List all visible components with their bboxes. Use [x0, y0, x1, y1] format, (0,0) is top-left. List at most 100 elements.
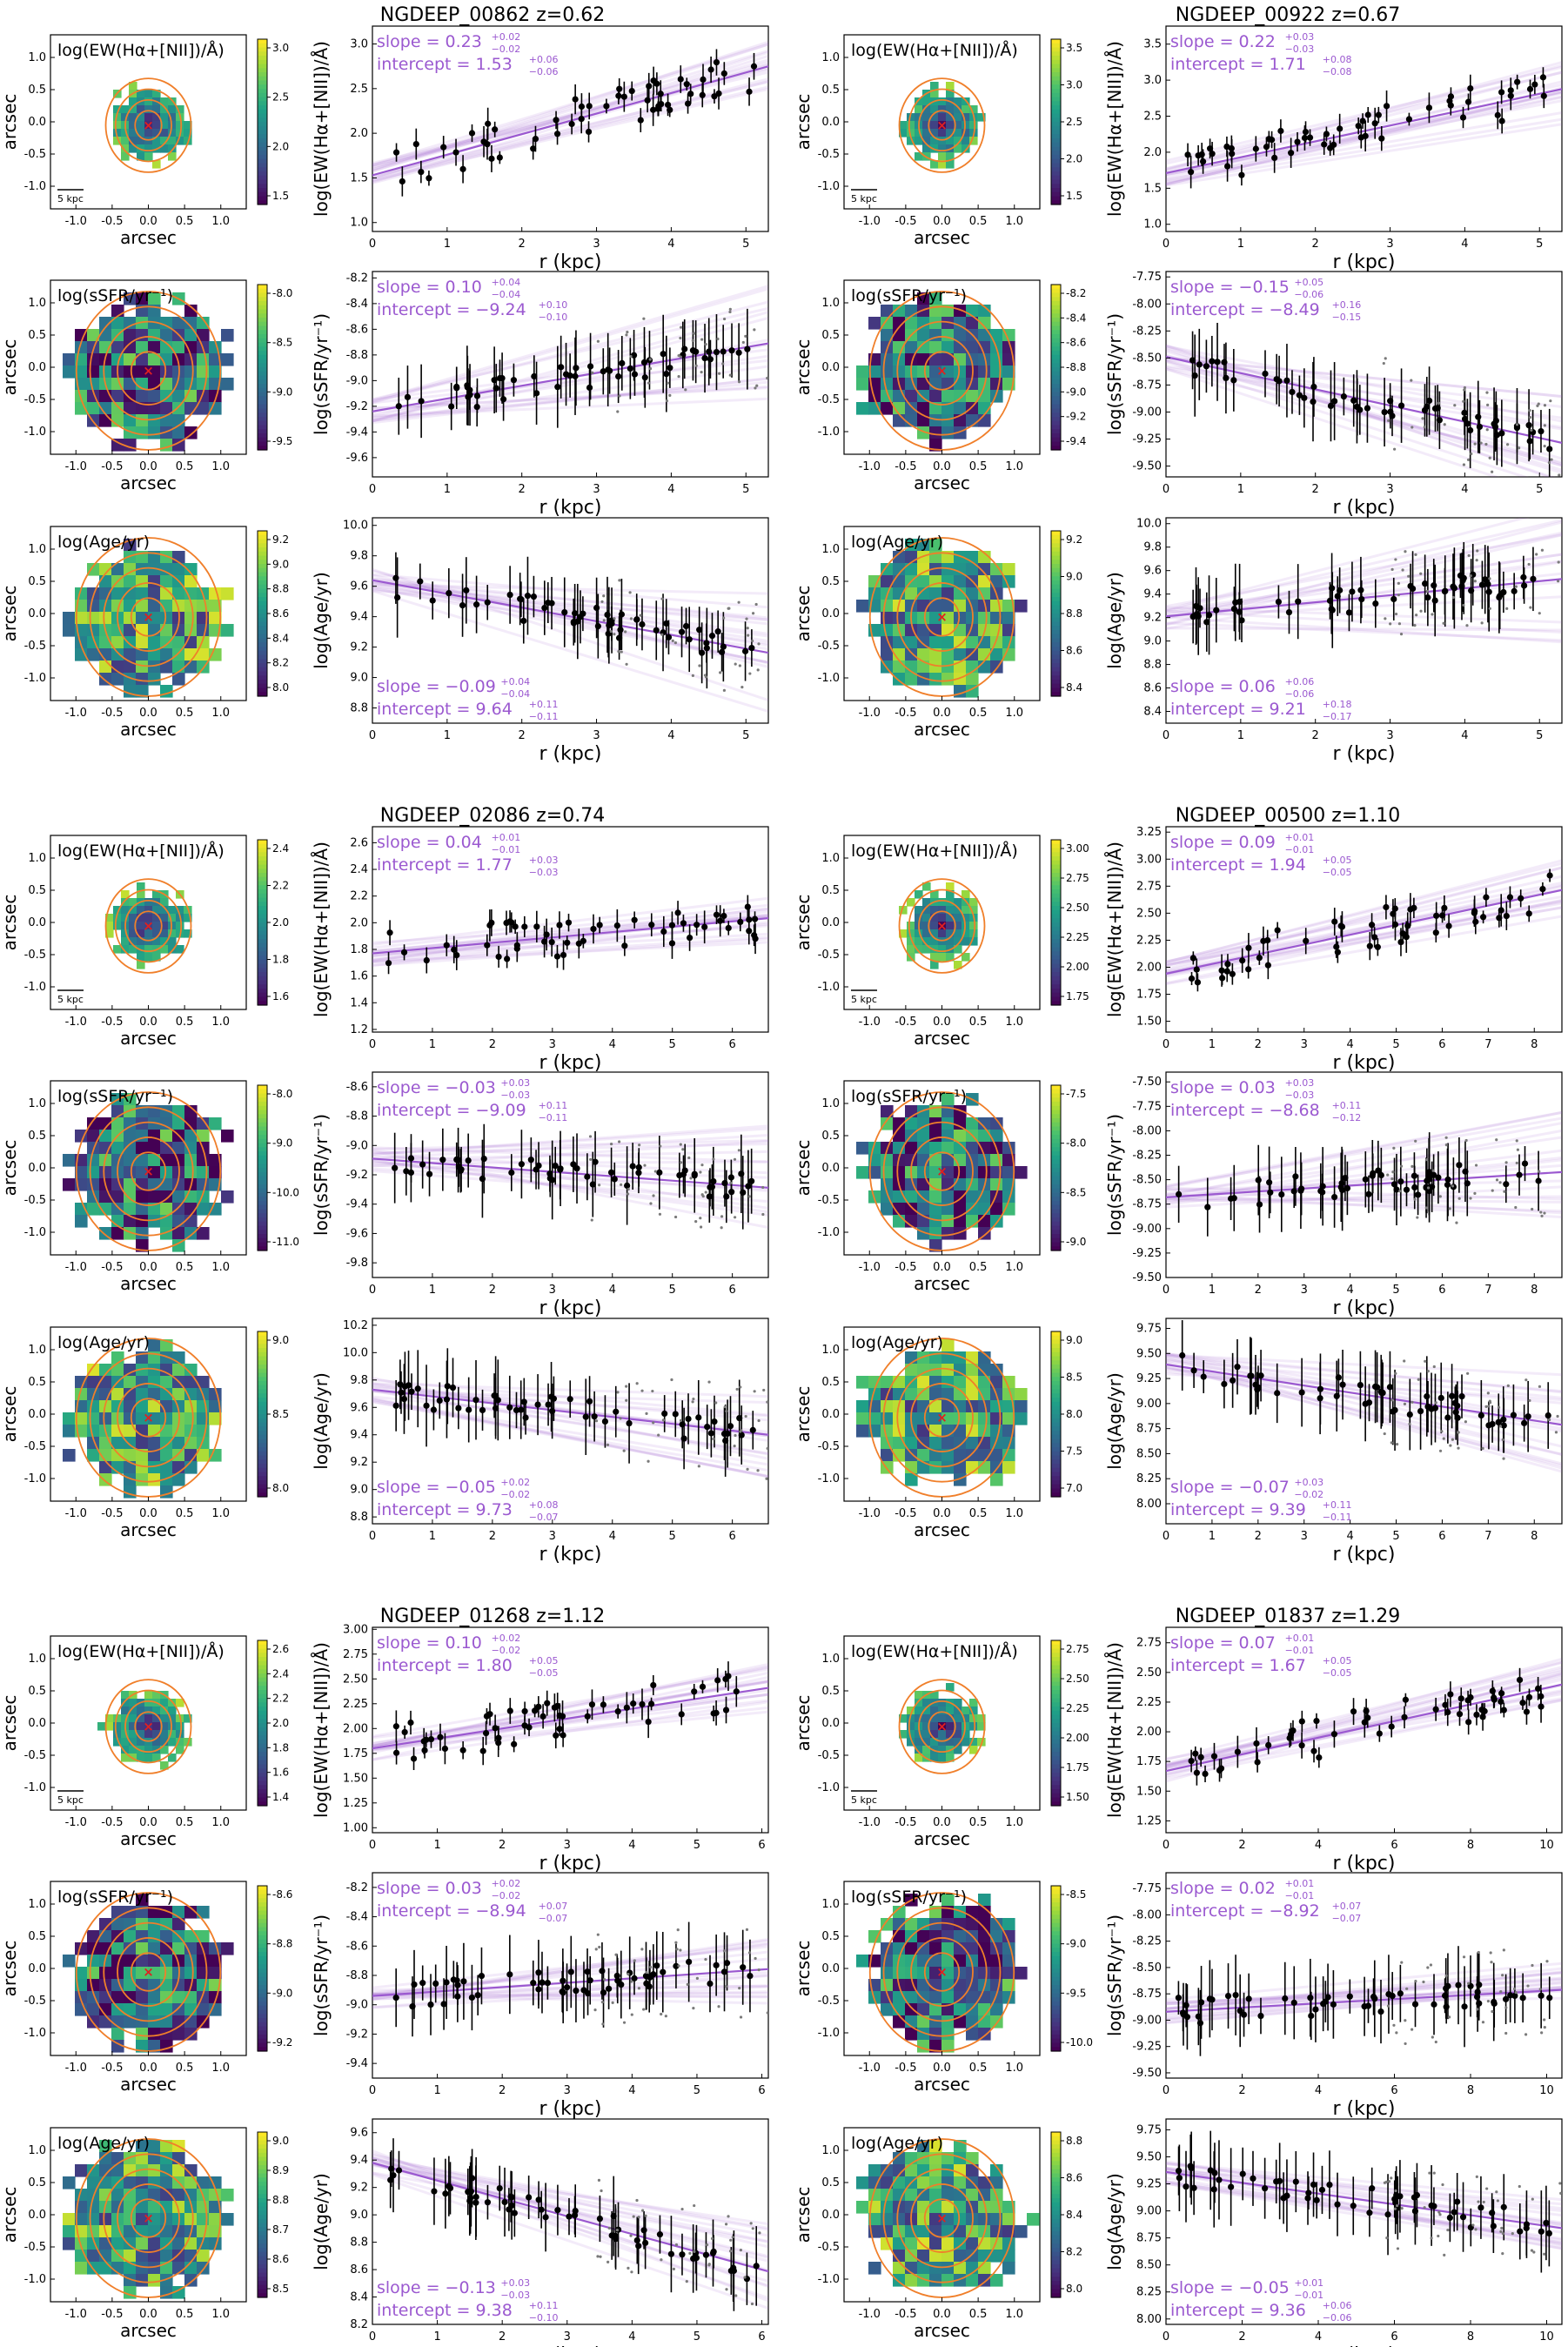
data-point	[1431, 2203, 1437, 2210]
slope-annotation: slope = 0.09	[1170, 833, 1276, 852]
data-point	[1350, 1708, 1357, 1715]
slope-annotation: slope = 0.07	[1170, 1633, 1276, 1653]
map-ytick-label: -0.5	[24, 640, 46, 653]
ytick-label: 9.8	[1143, 541, 1162, 554]
data-point	[691, 1172, 698, 1179]
contour-line	[89, 552, 208, 682]
faint-point	[1488, 456, 1491, 459]
map-ytick-label: 1.0	[28, 1344, 46, 1357]
contour-line	[910, 1137, 974, 1206]
data-point	[553, 953, 561, 960]
data-point	[1283, 2192, 1290, 2199]
xtick-label: 6	[758, 2084, 765, 2097]
faint-point	[722, 317, 727, 321]
data-point	[1485, 588, 1492, 595]
faint-point	[699, 1225, 703, 1229]
ytick-label: -9.50	[1132, 1271, 1162, 1284]
data-point	[1519, 1700, 1526, 1707]
faint-point	[1491, 2009, 1494, 2014]
faint-point	[1446, 2228, 1450, 2232]
data-point	[680, 920, 687, 927]
map-xlabel: arcsec	[120, 2074, 177, 2095]
data-point	[544, 1979, 551, 1987]
contour-line	[910, 336, 974, 406]
map-ytick-label: -1.0	[818, 981, 840, 994]
data-point	[672, 1411, 679, 1418]
data-point	[639, 620, 646, 628]
map-ytick-label: 0.0	[821, 1162, 840, 1175]
data-point	[720, 348, 727, 355]
faint-point	[766, 1400, 768, 1404]
faint-point	[714, 1401, 718, 1405]
data-point	[1377, 2008, 1384, 2015]
posterior-line	[372, 915, 768, 952]
intercept-err-upper: +0.03	[529, 855, 559, 866]
data-point	[457, 1167, 464, 1174]
map-ylabel: arcsec	[0, 1695, 20, 1752]
faint-point	[1440, 1430, 1444, 1433]
data-point	[1447, 102, 1454, 109]
data-point	[1478, 1412, 1484, 1419]
posterior-line	[1166, 866, 1562, 968]
data-point	[532, 135, 539, 143]
map-xtick-label: 1.0	[211, 1261, 230, 1274]
faint-point	[720, 1215, 724, 1218]
data-point	[563, 1984, 571, 1991]
data-point	[1465, 1719, 1472, 1726]
data-point	[1451, 2209, 1457, 2216]
data-point	[556, 922, 563, 929]
faint-point	[693, 332, 696, 335]
data-point	[1183, 2002, 1189, 2008]
colorbar-tick-label: 8.0	[272, 681, 289, 694]
data-point	[1431, 597, 1438, 604]
data-point	[644, 97, 651, 104]
contour-line	[134, 1711, 163, 1742]
data-point	[388, 2165, 395, 2172]
faint-point	[677, 374, 680, 379]
faint-point	[616, 410, 620, 413]
intercept-annotation: intercept = 9.38	[377, 2301, 513, 2320]
data-point	[1305, 2189, 1312, 2196]
intercept-err-upper: +0.07	[539, 1901, 568, 1912]
map-xtick-label: 0.0	[139, 707, 157, 720]
scatter-ylabel: log(EW(Hα+[NII])/Å)	[311, 41, 332, 217]
posterior-line	[1166, 2160, 1562, 2226]
slope-annotation: slope = 0.22	[1170, 32, 1276, 51]
intercept-err-upper: +0.11	[1323, 1499, 1352, 1511]
faint-point	[1392, 447, 1397, 451]
data-point	[521, 923, 528, 930]
contour-line	[89, 305, 208, 436]
data-point	[1196, 2020, 1204, 2027]
data-point	[1342, 1175, 1349, 1182]
data-point	[654, 105, 661, 112]
map-ytick-label: 0.5	[28, 1930, 46, 1943]
ytick-label: -8.2	[346, 272, 368, 285]
data-point	[1442, 1701, 1449, 1708]
faint-point	[613, 633, 616, 636]
data-point	[1361, 2003, 1368, 2010]
ytick-label: 1.25	[343, 1797, 368, 1810]
map-xtick-label: 1.0	[1005, 460, 1023, 473]
faint-point	[674, 1941, 678, 1944]
map-xtick-label: 0.0	[139, 460, 157, 473]
data-point	[466, 2197, 473, 2204]
map-ytick-label: 0.0	[821, 361, 840, 374]
map-ytick-label: -1.0	[24, 426, 46, 439]
map-ytick-label: 1.0	[821, 2144, 840, 2157]
ytick-label: 10.0	[343, 1346, 368, 1359]
slope-err-lower: −0.01	[1294, 2290, 1323, 2301]
faint-point	[750, 639, 754, 643]
faint-point	[1405, 1987, 1409, 1990]
contour-line	[124, 98, 172, 152]
ytick-label: -9.50	[1132, 460, 1162, 473]
faint-point	[699, 1217, 702, 1220]
faint-point	[1485, 2187, 1489, 2190]
data-point	[1176, 2175, 1183, 2182]
data-point	[667, 2250, 675, 2257]
data-point	[426, 1170, 433, 1177]
data-point	[1431, 2001, 1437, 2008]
faint-point	[746, 627, 749, 630]
data-point	[1257, 1372, 1264, 1379]
data-point	[440, 2001, 447, 2008]
data-point	[1216, 2176, 1223, 2183]
